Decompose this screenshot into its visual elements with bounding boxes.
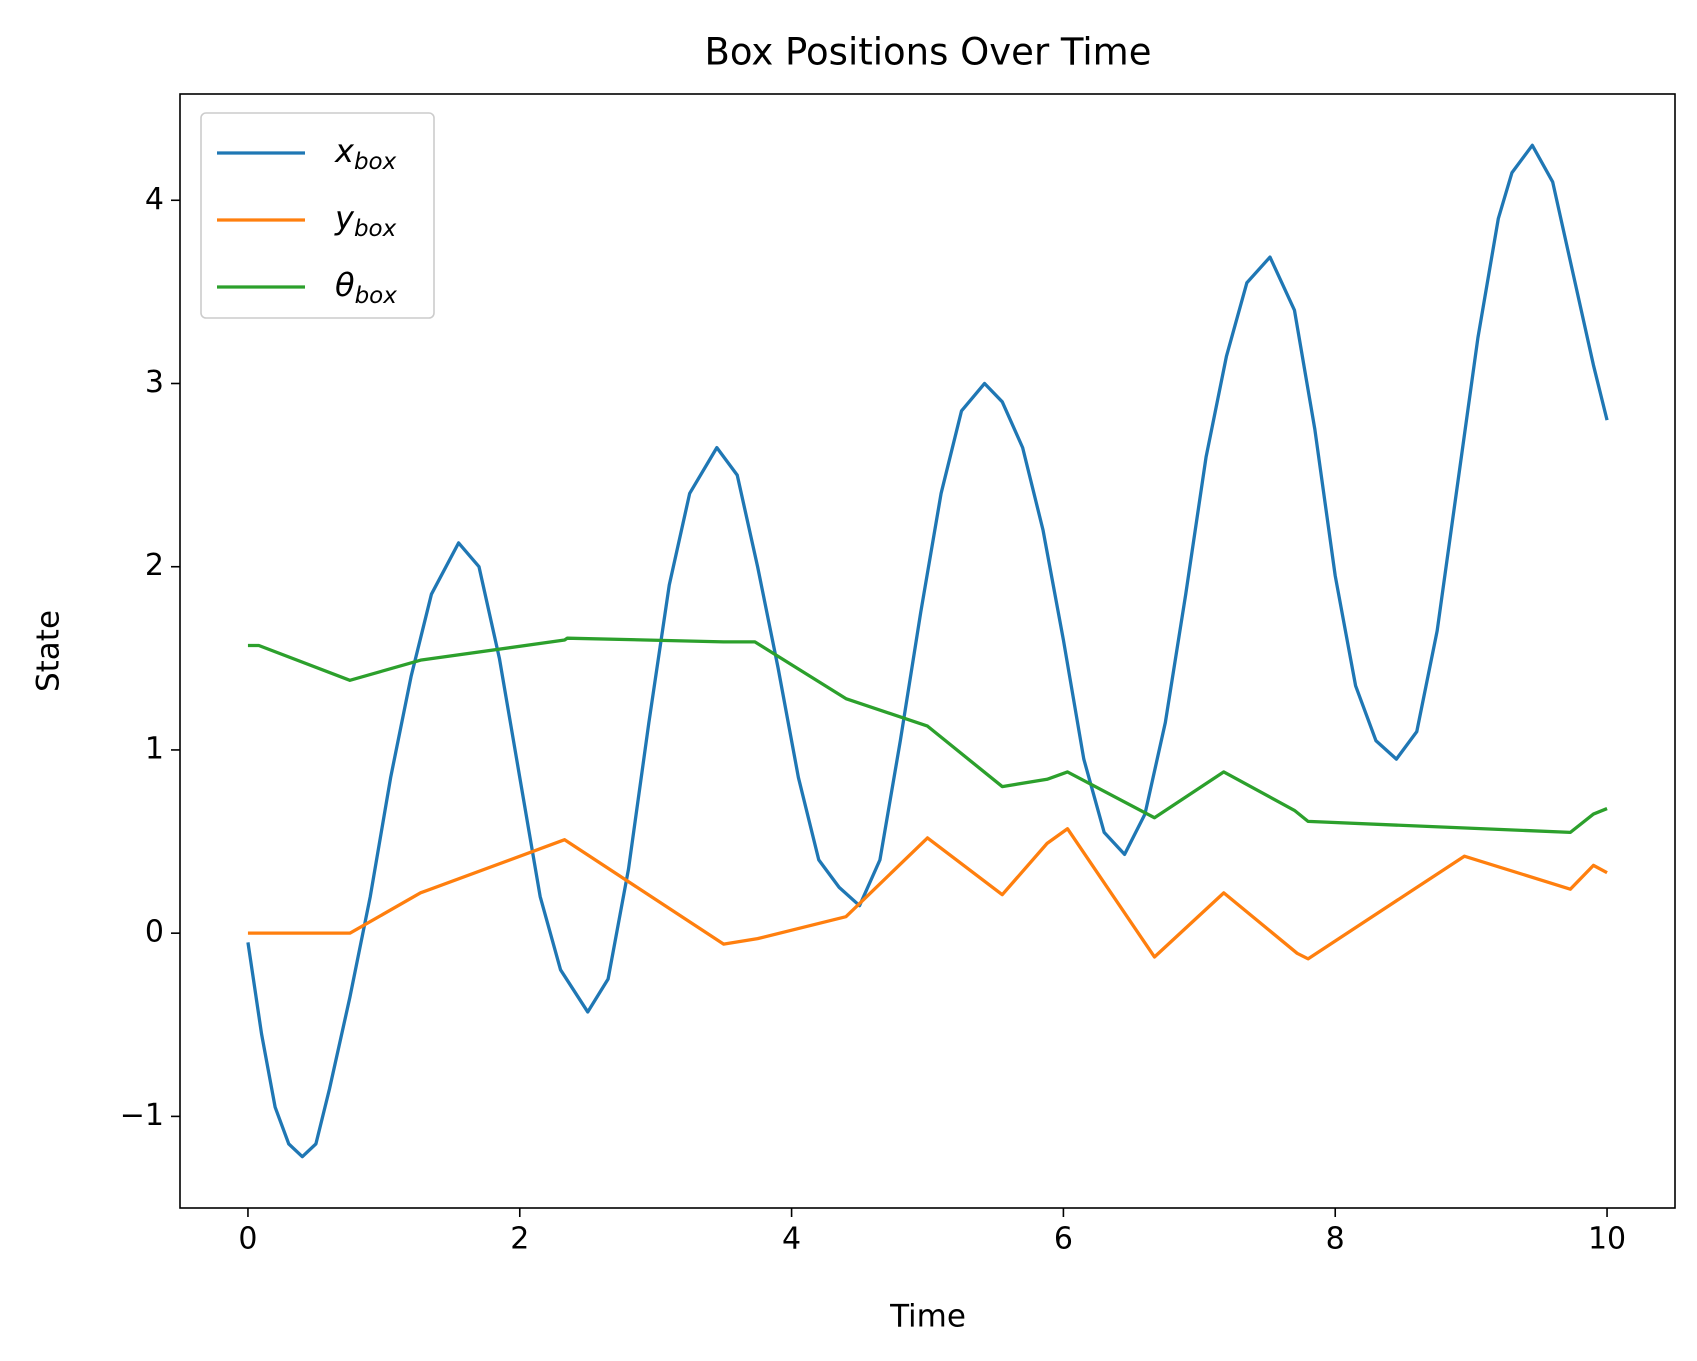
y-tick-label: 2 [145,548,164,583]
y-axis-label: State [31,610,67,692]
chart-title: Box Positions Over Time [705,31,1152,74]
legend-label: ybox [334,199,397,242]
x-tick-label: 10 [1588,1222,1626,1257]
y-tick-label: 4 [145,182,164,217]
legend-label: xbox [334,132,397,175]
y-tick-label: −1 [120,1098,164,1133]
x-tick-label: 4 [782,1222,801,1257]
line-series [247,636,1608,835]
legend: xbox ybox θbox [200,112,435,319]
y-tick-label: 0 [145,915,164,950]
y-tick-label: 1 [145,731,164,766]
line-series [247,827,1608,961]
x-tick-label: 2 [510,1222,529,1257]
x-tick-label: 0 [238,1222,257,1257]
plot-frame [179,93,1676,1209]
legend-label: θbox [335,266,397,309]
x-tick-label: 6 [1054,1222,1073,1257]
x-tick-label: 8 [1326,1222,1345,1257]
y-tick-label: 3 [145,365,164,400]
line-series [246,143,1609,1159]
legend-box [200,112,435,319]
x-axis-label: Time [889,1299,966,1335]
